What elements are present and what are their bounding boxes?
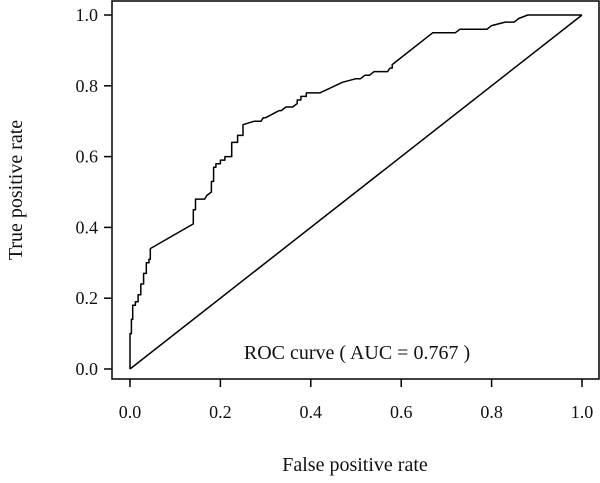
x-tick-label: 0.4	[300, 402, 323, 422]
y-tick-label: 0.0	[76, 359, 99, 379]
y-tick-label: 0.8	[76, 76, 99, 96]
y-tick-label: 0.6	[76, 147, 99, 167]
x-axis: 0.0 0.2 0.4 0.6 0.8 1.0	[119, 379, 594, 422]
chance-diagonal-line	[129, 14, 583, 370]
x-tick-label: 0.6	[390, 402, 413, 422]
x-tick-label: 1.0	[571, 402, 594, 422]
y-tick-label: 0.2	[76, 288, 99, 308]
roc-curve-line	[129, 14, 582, 369]
plot-frame	[111, 0, 600, 380]
y-axis: 0.0 0.2 0.4 0.6 0.8 1.0	[76, 5, 112, 379]
x-tick-label: 0.0	[119, 402, 142, 422]
y-tick-label: 1.0	[76, 5, 99, 25]
x-tick-label: 0.8	[480, 402, 503, 422]
auc-annotation: ROC curve ( AUC = 0.767 )	[244, 342, 470, 364]
y-tick-label: 0.4	[76, 217, 99, 237]
y-axis-title: True positive rate	[5, 120, 27, 260]
x-tick-label: 0.2	[209, 402, 232, 422]
x-axis-title: False positive rate	[282, 454, 428, 476]
